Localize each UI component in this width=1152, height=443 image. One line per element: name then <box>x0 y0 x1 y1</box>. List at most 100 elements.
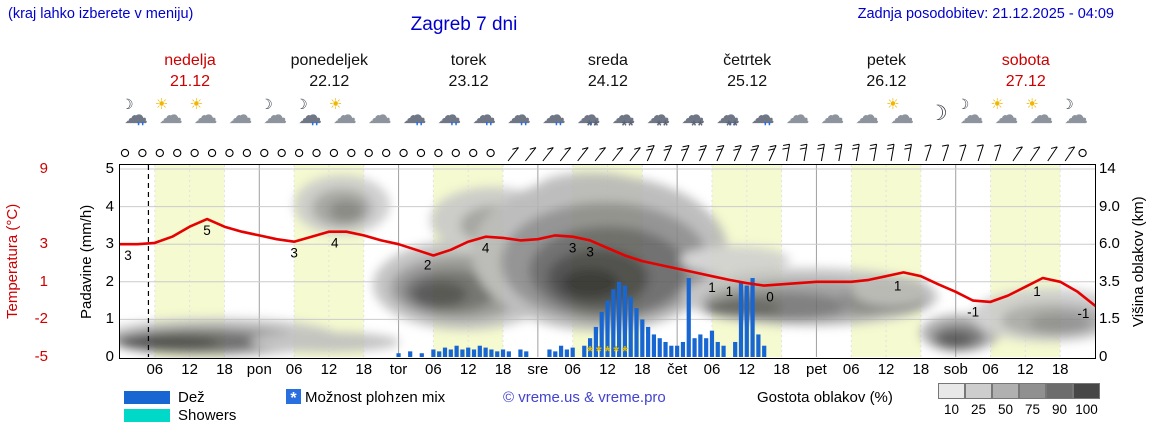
precip-bar <box>651 334 657 357</box>
temperature-axis-label: Temperatura (°C) <box>4 203 21 320</box>
wind-barb-icon <box>834 143 843 162</box>
precip-bar <box>640 319 645 357</box>
precip-bar <box>762 345 767 357</box>
day-header: sobota 27.12 <box>1001 52 1050 90</box>
precip-bar <box>738 281 744 357</box>
precip-bar <box>617 281 622 357</box>
precip-bar <box>477 345 482 357</box>
wind-barb-icon <box>976 144 984 162</box>
precip-tick: 4 <box>105 197 114 215</box>
density-swatch <box>1073 383 1100 399</box>
density-swatch <box>965 383 992 399</box>
frozen-mix-marker: * <box>605 343 611 358</box>
cloud-rain-icon: ☁ '' <box>402 102 427 134</box>
wind-barb-icon <box>577 147 589 162</box>
cloud-height-tick: 1.5 <box>1099 310 1120 328</box>
hour-tick: 12 <box>599 361 616 378</box>
precip-bar <box>524 351 529 357</box>
temperature-tick: -2 <box>34 310 48 328</box>
frozen-mix-marker: * <box>613 343 619 358</box>
possibility-legend-label: Možnost ploh <box>305 389 397 406</box>
precip-bar <box>419 353 424 357</box>
wind-barb-icon <box>698 144 707 162</box>
precip-bar <box>704 338 709 357</box>
cloud-rain-icon: ☁ '' <box>750 102 775 134</box>
wind-barb-icon <box>559 147 572 162</box>
precip-bar <box>437 351 442 357</box>
calm-circle-icon <box>138 148 147 158</box>
cloud-icon: ☁ <box>785 102 810 129</box>
precip-bar <box>471 349 477 357</box>
copyright-link[interactable]: © vreme.us & vreme.pro <box>503 389 666 406</box>
cloud-height-tick: 3.5 <box>1099 272 1120 290</box>
precip-tick: 2 <box>105 272 114 290</box>
cloud-rain-icon: ☁ '' <box>507 102 532 134</box>
day-abbrev-tick: sob <box>943 361 968 378</box>
temperature-value-label: 3 <box>290 246 298 261</box>
cloud-snow-icon: ☁ ** <box>681 102 706 133</box>
precip-bar <box>680 341 686 357</box>
frozen-mix-marker: * <box>587 343 593 358</box>
last-update: Zadnja posodobitev: 21.12.2025 - 04:09 <box>857 6 1114 22</box>
temperature-tick: 1 <box>39 272 48 290</box>
density-swatch <box>1019 383 1046 399</box>
calm-circle-icon <box>294 148 304 158</box>
cloud-layers <box>120 172 1095 356</box>
temperature-value-label: 1 <box>708 280 716 295</box>
calm-circle-icon <box>364 148 373 158</box>
sun-cloud-icon: ☀ ☁ <box>189 96 218 129</box>
hour-tick: 12 <box>459 361 477 378</box>
hour-tick: 06 <box>703 361 721 378</box>
wind-barb-icon <box>1012 146 1023 162</box>
day-abbrev-tick: tor <box>389 361 408 378</box>
wind-barb-icon <box>663 144 673 162</box>
precip-bar <box>466 347 471 357</box>
day-header: ponedeljek 22.12 <box>290 52 368 90</box>
precip-bar <box>460 349 465 357</box>
calm-circle-icon <box>399 148 408 158</box>
menu-hint: (kraj lahko izberete v meniju) <box>8 6 194 22</box>
wind-barb-icon <box>1064 146 1076 162</box>
temperature-value-label: 4 <box>331 236 339 251</box>
calm-circle-icon <box>469 148 478 158</box>
precip-bar <box>663 341 668 357</box>
density-value-label: 50 <box>997 402 1014 417</box>
hour-tick: 18 <box>633 361 651 378</box>
temperature-value-label: 1 <box>726 284 734 299</box>
wind-barb-icon <box>680 144 690 162</box>
calm-circle-icon <box>242 148 252 158</box>
hour-tick: 18 <box>1051 361 1069 378</box>
precip-bar <box>675 345 680 357</box>
hour-tick: 12 <box>1017 361 1034 378</box>
cloud-axis-label: Višina oblakov (km) <box>1130 196 1147 327</box>
wind-barb-icon <box>1047 146 1058 162</box>
showers-legend-label: Showers <box>178 407 237 424</box>
density-swatch <box>992 383 1019 399</box>
calm-circle-icon <box>260 148 269 158</box>
cloud-height-tick: 6.0 <box>1099 235 1120 253</box>
hour-tick: 06 <box>146 361 164 378</box>
showers-legend-swatch <box>124 409 170 422</box>
wind-row <box>120 143 1087 162</box>
temperature-value-label: 4 <box>482 241 490 256</box>
temperature-value-label: 1 <box>1033 284 1041 299</box>
hour-tick: 12 <box>877 361 895 378</box>
precip-bar <box>547 349 552 357</box>
cloud-rain-icon: ☁ '' <box>472 102 497 134</box>
wind-barb-icon <box>904 143 912 162</box>
wind-barb-icon <box>852 143 860 162</box>
frozen-mix-marker: * <box>622 343 628 358</box>
moon-cloud-rain-icon: ☽ ☁ '' <box>295 96 323 134</box>
density-swatch <box>938 383 965 399</box>
precip-bar <box>698 334 703 357</box>
calm-circle-icon <box>382 148 391 158</box>
cloud-rain-icon: ☁ '' <box>437 102 462 134</box>
cloud-icon: ☁ <box>367 102 392 129</box>
precip-tick: 0 <box>105 348 114 365</box>
wind-barb-icon <box>525 147 537 162</box>
wind-barb-icon <box>646 144 655 162</box>
temperature-value-label: 3 <box>569 241 577 256</box>
wind-barb-icon <box>959 144 967 162</box>
moon-cloud-icon: ☽ ☁ <box>956 96 984 129</box>
precip-bar <box>396 353 401 357</box>
